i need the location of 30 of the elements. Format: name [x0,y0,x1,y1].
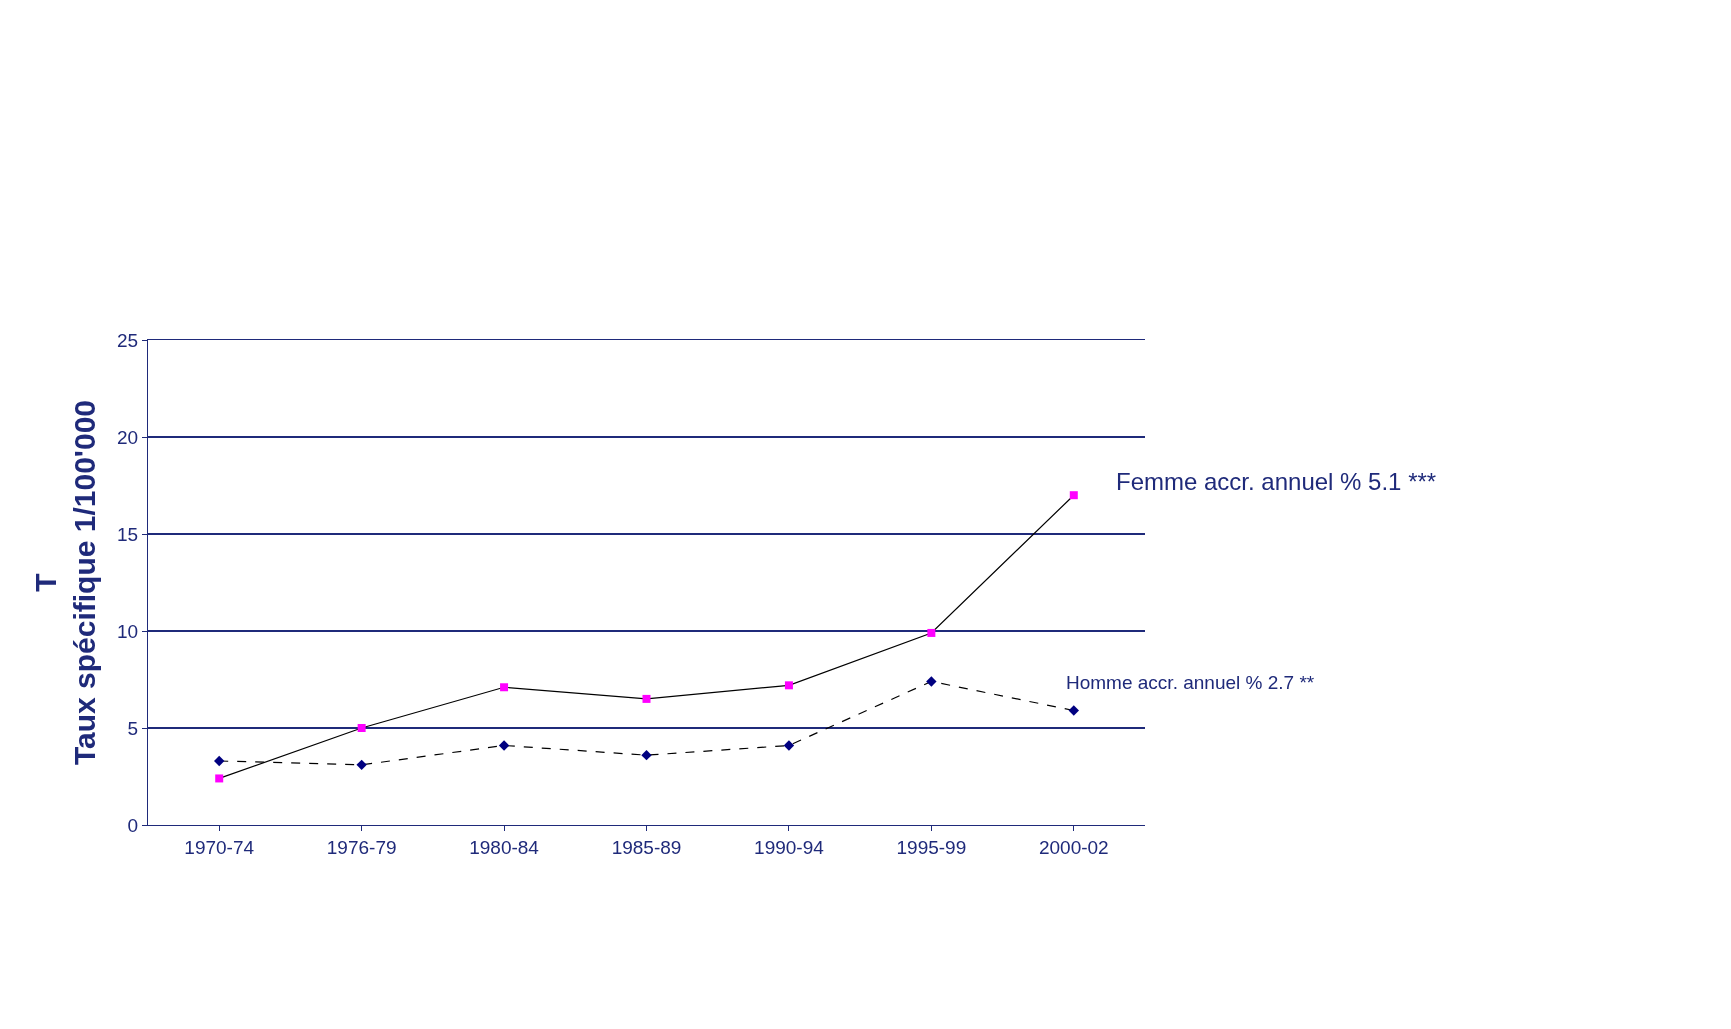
y-tick-label: 10 [117,620,139,642]
point [215,774,224,783]
x-tick-label: 1976-79 [326,836,397,858]
point [783,740,795,751]
point [357,724,366,732]
x-tick-label: 1990-94 [754,836,825,858]
point [356,759,367,771]
y-tick-label: 25 [117,329,139,351]
y-tick-label: 0 [127,814,139,836]
y-axis-title: T Taux spécifique 1/100'000 [29,399,102,766]
series-label: Homme accr. annuel % 2.7 ** [1066,672,1315,693]
x-tick-label: 1980-84 [469,836,540,858]
y-tick-label: 15 [117,523,139,545]
x-tick-label: 1985-89 [611,836,682,858]
point [926,676,937,687]
x-tick-label: 1995-99 [896,836,967,858]
point [498,740,510,751]
point [500,683,509,692]
point [641,749,652,761]
x-tick-label: 2000-02 [1038,836,1109,858]
point [784,681,793,690]
x-tick-label: 1970-74 [184,836,255,858]
point [1069,491,1078,500]
point [1068,705,1079,716]
series-label: Femme accr. annuel % 5.1 *** [1116,468,1437,495]
point [927,628,936,637]
point [642,694,651,703]
y-tick-label: 5 [127,717,139,739]
point [214,755,225,767]
y-tick-label: 20 [117,426,139,448]
